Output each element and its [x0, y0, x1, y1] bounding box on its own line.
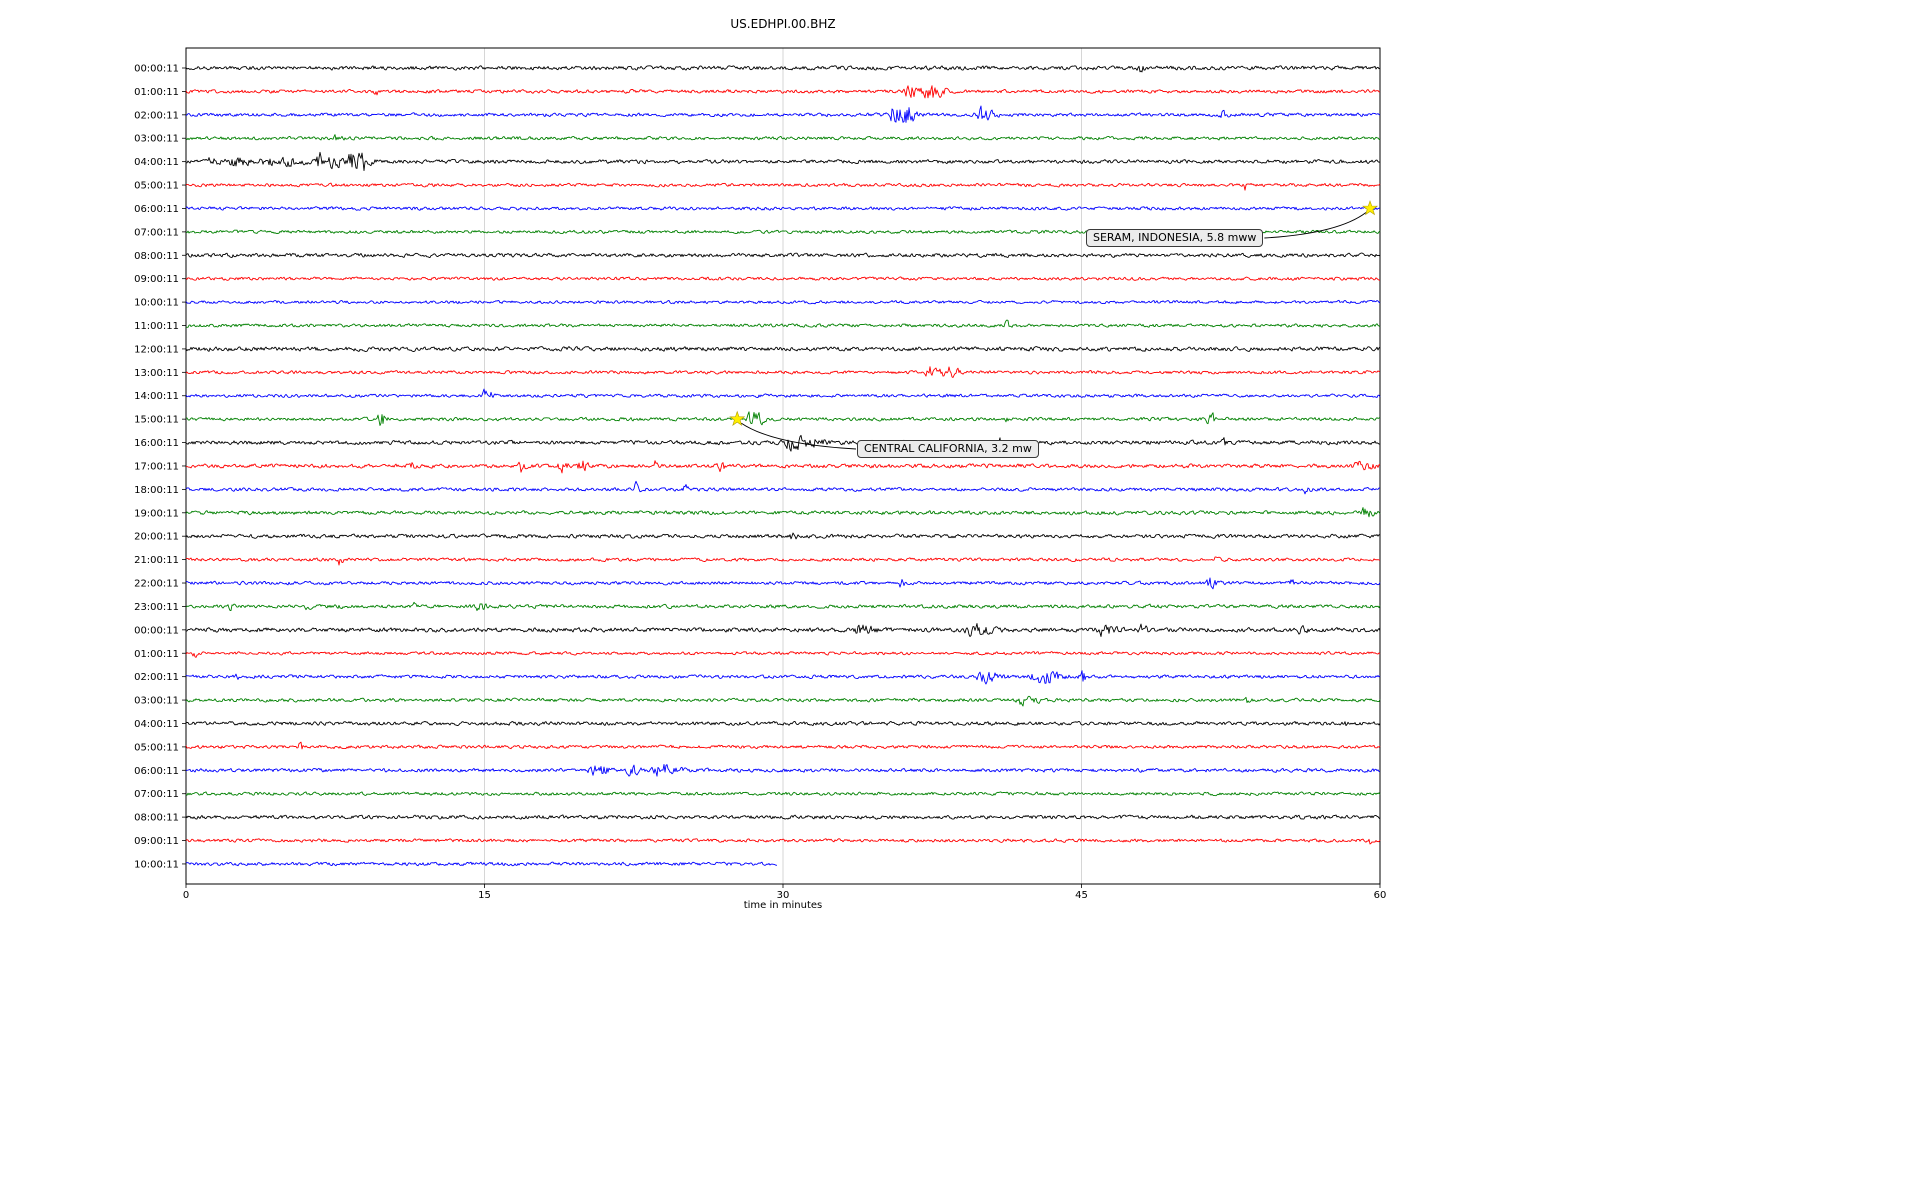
seismogram-trace — [185, 814, 1381, 820]
seismogram-trace — [185, 695, 1381, 707]
seismogram-trace — [185, 434, 1381, 452]
y-tick-label: 20:00:11 — [134, 532, 179, 543]
star-icon — [729, 410, 746, 426]
y-tick-label: 13:00:11 — [134, 368, 179, 379]
seismogram-trace — [185, 601, 1381, 612]
seismogram-trace — [185, 105, 1381, 123]
x-tick-label: 45 — [1075, 890, 1088, 901]
seismogram-trace — [185, 388, 1381, 399]
y-tick-label: 06:00:11 — [134, 766, 179, 777]
y-tick-label: 11:00:11 — [134, 321, 179, 332]
seismogram-trace — [185, 182, 1381, 191]
seismogram-trace — [185, 206, 1381, 211]
seismogram-trace — [185, 556, 1381, 566]
y-tick-label: 23:00:11 — [134, 602, 179, 613]
seismogram-trace — [185, 741, 1381, 750]
y-tick-label: 05:00:11 — [134, 742, 179, 753]
seismogram-trace — [185, 670, 1381, 685]
y-tick-label: 06:00:11 — [134, 204, 179, 215]
y-tick-label: 14:00:11 — [134, 391, 179, 402]
y-tick-label: 04:00:11 — [134, 719, 179, 730]
event-annotation-central-california: CENTRAL CALIFORNIA, 3.2 mw — [857, 440, 1039, 458]
y-tick-label: 15:00:11 — [134, 415, 179, 426]
y-tick-label: 18:00:11 — [134, 485, 179, 496]
seismogram-trace — [185, 299, 1381, 305]
seismogram-trace — [185, 346, 1381, 352]
seismogram-trace — [185, 577, 1381, 590]
y-tick-label: 03:00:11 — [134, 696, 179, 707]
seismogram-trace — [185, 366, 1381, 378]
y-tick-label: 00:00:11 — [134, 64, 179, 75]
x-tick-label: 30 — [777, 890, 790, 901]
seismogram-trace — [185, 532, 1381, 540]
y-tick-label: 01:00:11 — [134, 87, 179, 98]
event-annotation-seram-indonesia: SERAM, INDONESIA, 5.8 mww — [1086, 229, 1264, 247]
seismogram-trace — [185, 764, 1381, 777]
y-tick-label: 17:00:11 — [134, 461, 179, 472]
y-tick-label: 12:00:11 — [134, 344, 179, 355]
seismogram-trace — [185, 65, 1381, 73]
y-tick-label: 08:00:11 — [134, 251, 179, 262]
seismogram-trace — [185, 838, 1381, 845]
y-tick-label: 02:00:11 — [134, 672, 179, 683]
y-tick-label: 09:00:11 — [134, 274, 179, 285]
y-tick-label: 21:00:11 — [134, 555, 179, 566]
seismogram-trace — [185, 507, 1381, 518]
y-tick-label: 10:00:11 — [134, 859, 179, 870]
seismogram-trace — [185, 85, 1381, 99]
seismogram-trace — [185, 134, 1381, 141]
seismogram-trace — [185, 791, 1381, 797]
seismogram-trace — [185, 623, 1381, 637]
y-tick-label: 16:00:11 — [134, 438, 179, 449]
y-tick-label: 00:00:11 — [134, 625, 179, 636]
x-tick-label: 60 — [1374, 890, 1387, 901]
seismogram-trace — [185, 480, 1381, 495]
seismogram-trace — [185, 861, 778, 867]
seismogram-trace — [185, 276, 1381, 281]
star-icon — [1362, 200, 1379, 216]
y-tick-label: 19:00:11 — [134, 508, 179, 519]
y-tick-label: 09:00:11 — [134, 836, 179, 847]
seismogram-trace — [185, 460, 1381, 474]
y-tick-label: 03:00:11 — [134, 134, 179, 145]
y-tick-label: 04:00:11 — [134, 157, 179, 168]
seismogram-trace — [185, 411, 1381, 426]
y-tick-label: 10:00:11 — [134, 298, 179, 309]
x-tick-label: 15 — [478, 890, 491, 901]
x-tick-label: 0 — [183, 890, 189, 901]
seismogram-trace — [185, 252, 1381, 259]
seismogram-trace — [185, 651, 1381, 658]
y-tick-label: 07:00:11 — [134, 227, 179, 238]
y-tick-label: 08:00:11 — [134, 813, 179, 824]
x-axis-label: time in minutes — [743, 900, 823, 911]
y-tick-label: 07:00:11 — [134, 789, 179, 800]
seismogram-trace — [185, 151, 1381, 172]
y-tick-label: 05:00:11 — [134, 181, 179, 192]
seismogram-trace — [185, 720, 1381, 727]
annotation-connector — [1264, 212, 1367, 239]
chart-title: US.EDHPI.00.BHZ — [730, 17, 836, 31]
y-tick-label: 01:00:11 — [134, 649, 179, 660]
annotation-connector — [740, 422, 857, 450]
y-tick-label: 22:00:11 — [134, 579, 179, 590]
seismogram-trace — [185, 319, 1381, 328]
y-tick-label: 02:00:11 — [134, 110, 179, 121]
